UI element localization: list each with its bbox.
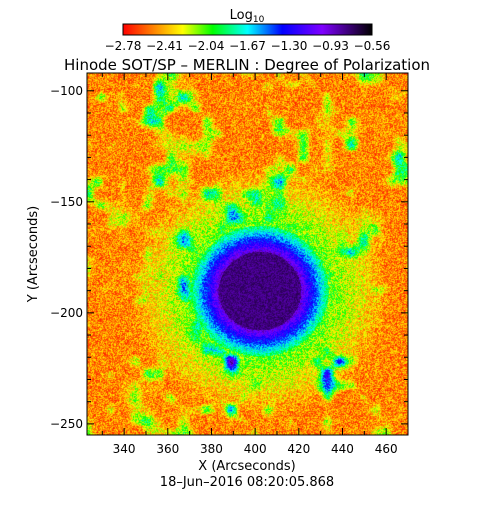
colorbar-tick-label: −2.41	[146, 39, 183, 53]
polarization-heatmap	[87, 73, 408, 435]
colorbar-label-base: Log	[230, 8, 253, 23]
x-tick-label: 440	[331, 442, 354, 456]
x-tick-label: 340	[113, 442, 136, 456]
x-axis: 340 360 380 400 420 440 460	[101, 73, 409, 456]
y-tick-label: −250	[50, 417, 83, 431]
y-tick-label: −150	[50, 195, 83, 209]
colorbar-tick-label: −2.04	[188, 39, 225, 53]
colorbar-tick-label: −0.56	[354, 39, 391, 53]
y-axis: −100 −150 −200 −250	[50, 84, 408, 431]
colorbar-label-sub: 10	[253, 15, 265, 25]
x-tick-label: 420	[287, 442, 310, 456]
colorbar-tick-label: −1.30	[271, 39, 308, 53]
colorbar-ticks: −2.78 −2.41 −2.04 −1.67 −1.30 −0.93 −0.56	[105, 39, 391, 53]
chart-title: Hinode SOT/SP – MERLIN : Degree of Polar…	[64, 56, 430, 74]
colorbar-label: Log10	[230, 8, 265, 25]
y-tick-label: −200	[50, 306, 83, 320]
y-tick-label: −100	[50, 84, 83, 98]
x-tick-label: 380	[200, 442, 223, 456]
x-axis-label: X (Arcseconds)	[198, 459, 295, 474]
colorbar-tick-label: −0.93	[312, 39, 349, 53]
y-axis-label: Y (Arcseconds)	[26, 206, 41, 303]
x-tick-label: 360	[156, 442, 179, 456]
colorbar-tick-label: −1.67	[229, 39, 266, 53]
plot-frame	[86, 72, 409, 436]
colorbar	[122, 23, 373, 36]
x-tick-label: 400	[244, 442, 267, 456]
timestamp: 18–Jun–2016 08:20:05.868	[160, 475, 334, 490]
x-tick-label: 460	[375, 442, 398, 456]
colorbar-tick-label: −2.78	[105, 39, 142, 53]
